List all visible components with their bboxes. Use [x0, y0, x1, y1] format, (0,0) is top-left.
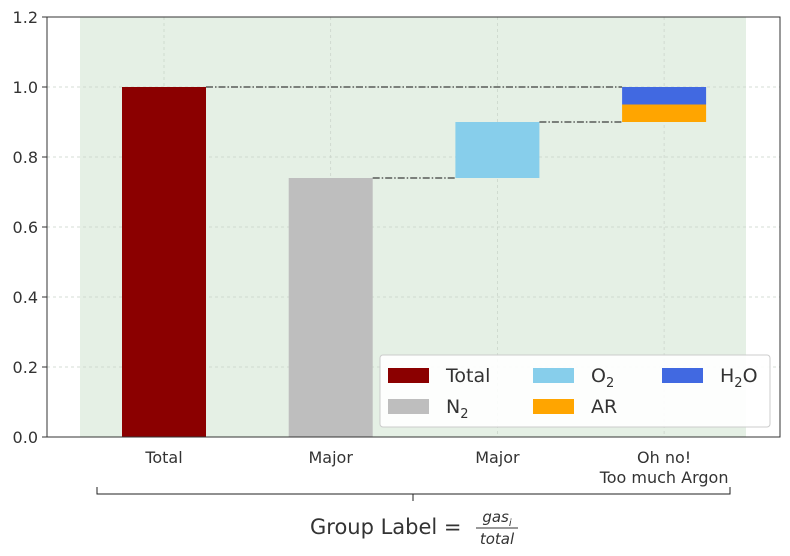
- x-tick-label-line: Total: [144, 448, 182, 467]
- legend-swatch-n2: [388, 399, 429, 414]
- bar-o2: [455, 122, 540, 178]
- bar-ar: [622, 104, 707, 122]
- x-axis-label-denominator: total: [480, 530, 515, 548]
- legend-swatch-o2: [533, 368, 574, 383]
- legend-label-subscript: 2: [460, 407, 468, 422]
- y-tick-label: 0.4: [13, 288, 38, 307]
- legend-label-subscript: 2: [734, 376, 742, 391]
- legend-swatch-total: [388, 368, 429, 383]
- x-tick-label: Oh no! Too much Argon: [599, 448, 729, 487]
- x-tick-label-line: Major: [308, 448, 353, 467]
- legend-box: [379, 354, 771, 428]
- legend-label-ar: AR: [591, 396, 617, 418]
- legend-label-total: Total: [445, 365, 490, 387]
- legend-label-subscript: 2: [606, 376, 614, 391]
- x-axis-label-numerator-sub: i: [509, 518, 512, 529]
- legend-label-tail: O: [743, 365, 758, 387]
- bar-n2: [288, 178, 373, 437]
- legend-swatch-ar: [533, 399, 574, 414]
- y-tick-label: 1.2: [13, 8, 38, 27]
- y-tick-label: 0.8: [13, 148, 38, 167]
- x-tick-label: Major: [308, 448, 353, 467]
- x-tick-label: Major: [475, 448, 520, 467]
- y-tick-label: 0.6: [13, 218, 38, 237]
- legend-swatch-h2o: [662, 368, 703, 383]
- x-axis-label-numerator: gasi: [482, 508, 512, 529]
- x-tick-label: Total: [144, 448, 182, 467]
- x-axis-label: Group Label =: [310, 515, 462, 539]
- y-tick-label: 1.0: [13, 78, 38, 97]
- x-tick-label-line: Oh no!: [637, 448, 691, 467]
- x-tick-label-line: Major: [475, 448, 520, 467]
- x-tick-label-line: Too much Argon: [599, 468, 729, 487]
- bar-total: [122, 87, 206, 437]
- y-tick-label: 0.0: [13, 428, 38, 447]
- group-bracket: [96, 487, 731, 501]
- bar-h2o: [622, 87, 707, 105]
- y-tick-label: 0.2: [13, 358, 38, 377]
